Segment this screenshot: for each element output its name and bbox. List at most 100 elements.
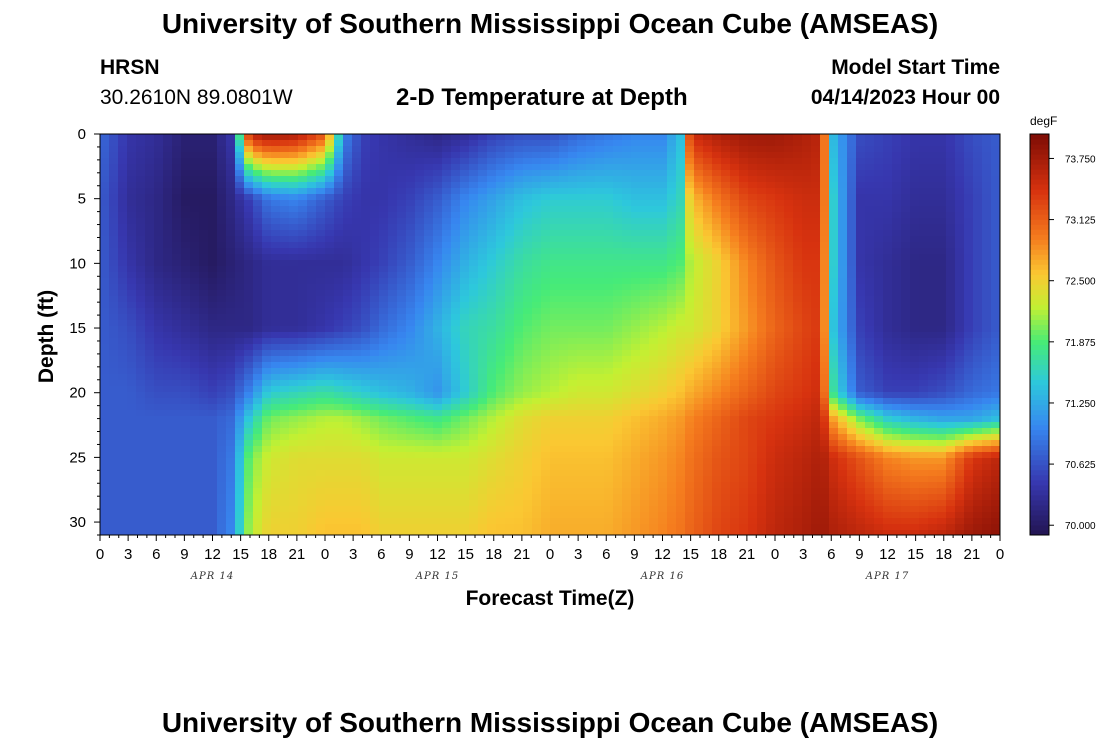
heatmap-cell [577,206,587,213]
heatmap-cell [739,320,749,327]
heatmap-cell [100,428,110,435]
heatmap-cell [532,170,542,177]
heatmap-cell [478,422,488,429]
heatmap-cell [613,158,623,165]
heatmap-cell [379,404,389,411]
heatmap-cell [658,206,668,213]
heatmap-cell [379,428,389,435]
heatmap-cell [523,242,533,249]
heatmap-cell [514,200,524,207]
heatmap-cell [721,260,731,267]
heatmap-cell [658,134,668,141]
heatmap-cell [550,428,560,435]
heatmap-cell [343,212,353,219]
heatmap-cell [631,350,641,357]
heatmap-cell [487,314,497,321]
heatmap-cell [352,500,362,507]
heatmap-cell [415,416,425,423]
heatmap-cell [262,350,272,357]
heatmap-cell [334,512,344,519]
heatmap-cell [433,266,443,273]
heatmap-cell [163,284,173,291]
heatmap-cell [667,314,677,321]
heatmap-cell [217,320,227,327]
heatmap-cell [145,476,155,483]
heatmap-cell [613,134,623,141]
heatmap-cell [577,470,587,477]
heatmap-cell [667,356,677,363]
heatmap-cell [424,206,434,213]
heatmap-cell [379,230,389,237]
heatmap-cell [172,434,182,441]
heatmap-cell [514,422,524,429]
heatmap-cell [478,452,488,459]
heatmap-cell [388,290,398,297]
heatmap-cell [676,416,686,423]
heatmap-cell [433,350,443,357]
heatmap-cell [667,488,677,495]
heatmap-cell [307,164,317,171]
heatmap-cell [613,470,623,477]
heatmap-cell [631,134,641,141]
heatmap-cell [505,530,515,536]
heatmap-cell [532,458,542,465]
heatmap-cell [703,290,713,297]
heatmap-cell [640,206,650,213]
heatmap-cell [658,494,668,501]
heatmap-cell [703,200,713,207]
heatmap-cell [145,482,155,489]
heatmap-cell [631,182,641,189]
heatmap-cell [676,440,686,447]
heatmap-cell [352,212,362,219]
heatmap-cell [496,158,506,165]
heatmap-cell [649,446,659,453]
heatmap-cell [271,236,281,243]
heatmap-cell [307,518,317,525]
heatmap-cell [217,506,227,513]
heatmap-cell [244,518,254,525]
heatmap-cell [298,236,308,243]
heatmap-cell [154,458,164,465]
heatmap-cell [478,470,488,477]
heatmap-cell [523,404,533,411]
heatmap-cell [604,380,614,387]
heatmap-cell [154,410,164,417]
heatmap-cell [424,440,434,447]
heatmap-cell [586,260,596,267]
heatmap-cell [568,350,578,357]
heatmap-cell [478,338,488,345]
heatmap-cell [577,200,587,207]
heatmap-cell [622,284,632,291]
heatmap-cell [307,524,317,531]
heatmap-cell [118,356,128,363]
heatmap-cell [424,374,434,381]
heatmap-cell [721,218,731,225]
heatmap-cell [181,518,191,525]
heatmap-cell [226,350,236,357]
heatmap-cell [694,440,704,447]
heatmap-cell [748,338,758,345]
heatmap-cell [568,374,578,381]
heatmap-cell [469,458,479,465]
heatmap-cell [190,254,200,261]
heatmap-cell [712,500,722,507]
heatmap-cell [469,266,479,273]
heatmap-cell [550,464,560,471]
heatmap-cell [190,464,200,471]
heatmap-cell [244,452,254,459]
heatmap-cell [649,416,659,423]
heatmap-cell [370,152,380,159]
heatmap-cell [118,440,128,447]
heatmap-cell [361,146,371,153]
heatmap-cell [199,314,209,321]
heatmap-cell [433,284,443,291]
heatmap-cell [316,182,326,189]
heatmap-cell [640,248,650,255]
heatmap-cell [190,512,200,519]
heatmap-cell [361,188,371,195]
heatmap-cell [352,506,362,513]
heatmap-cell [190,296,200,303]
heatmap-cell [181,206,191,213]
heatmap-cell [694,254,704,261]
heatmap-cell [325,368,335,375]
